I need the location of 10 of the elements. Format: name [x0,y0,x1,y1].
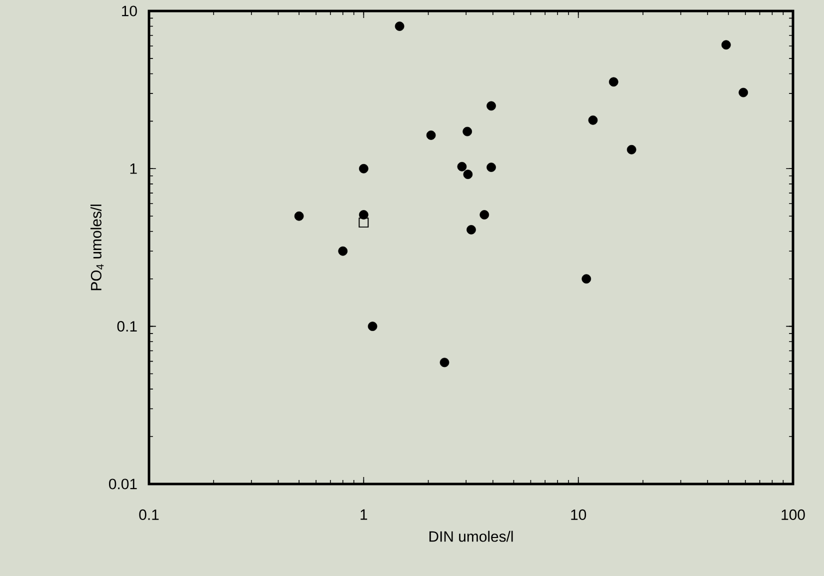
x-tick-label: 0.1 [139,509,159,520]
y-tick-label: 1 [130,164,137,174]
y-tick-label: 0.1 [117,321,137,332]
y-axis-title: PO$_{4}$ umoles/l [90,204,104,290]
y-tick-label: 0.01 [109,478,137,490]
x-tick-label: 10 [571,509,586,520]
y-tick-label: 10 [122,6,137,16]
x-tick-label: 1 [360,509,368,520]
x-tick-label: 100 [782,509,805,520]
x-axis-title: DIN umoles/l [429,530,513,542]
